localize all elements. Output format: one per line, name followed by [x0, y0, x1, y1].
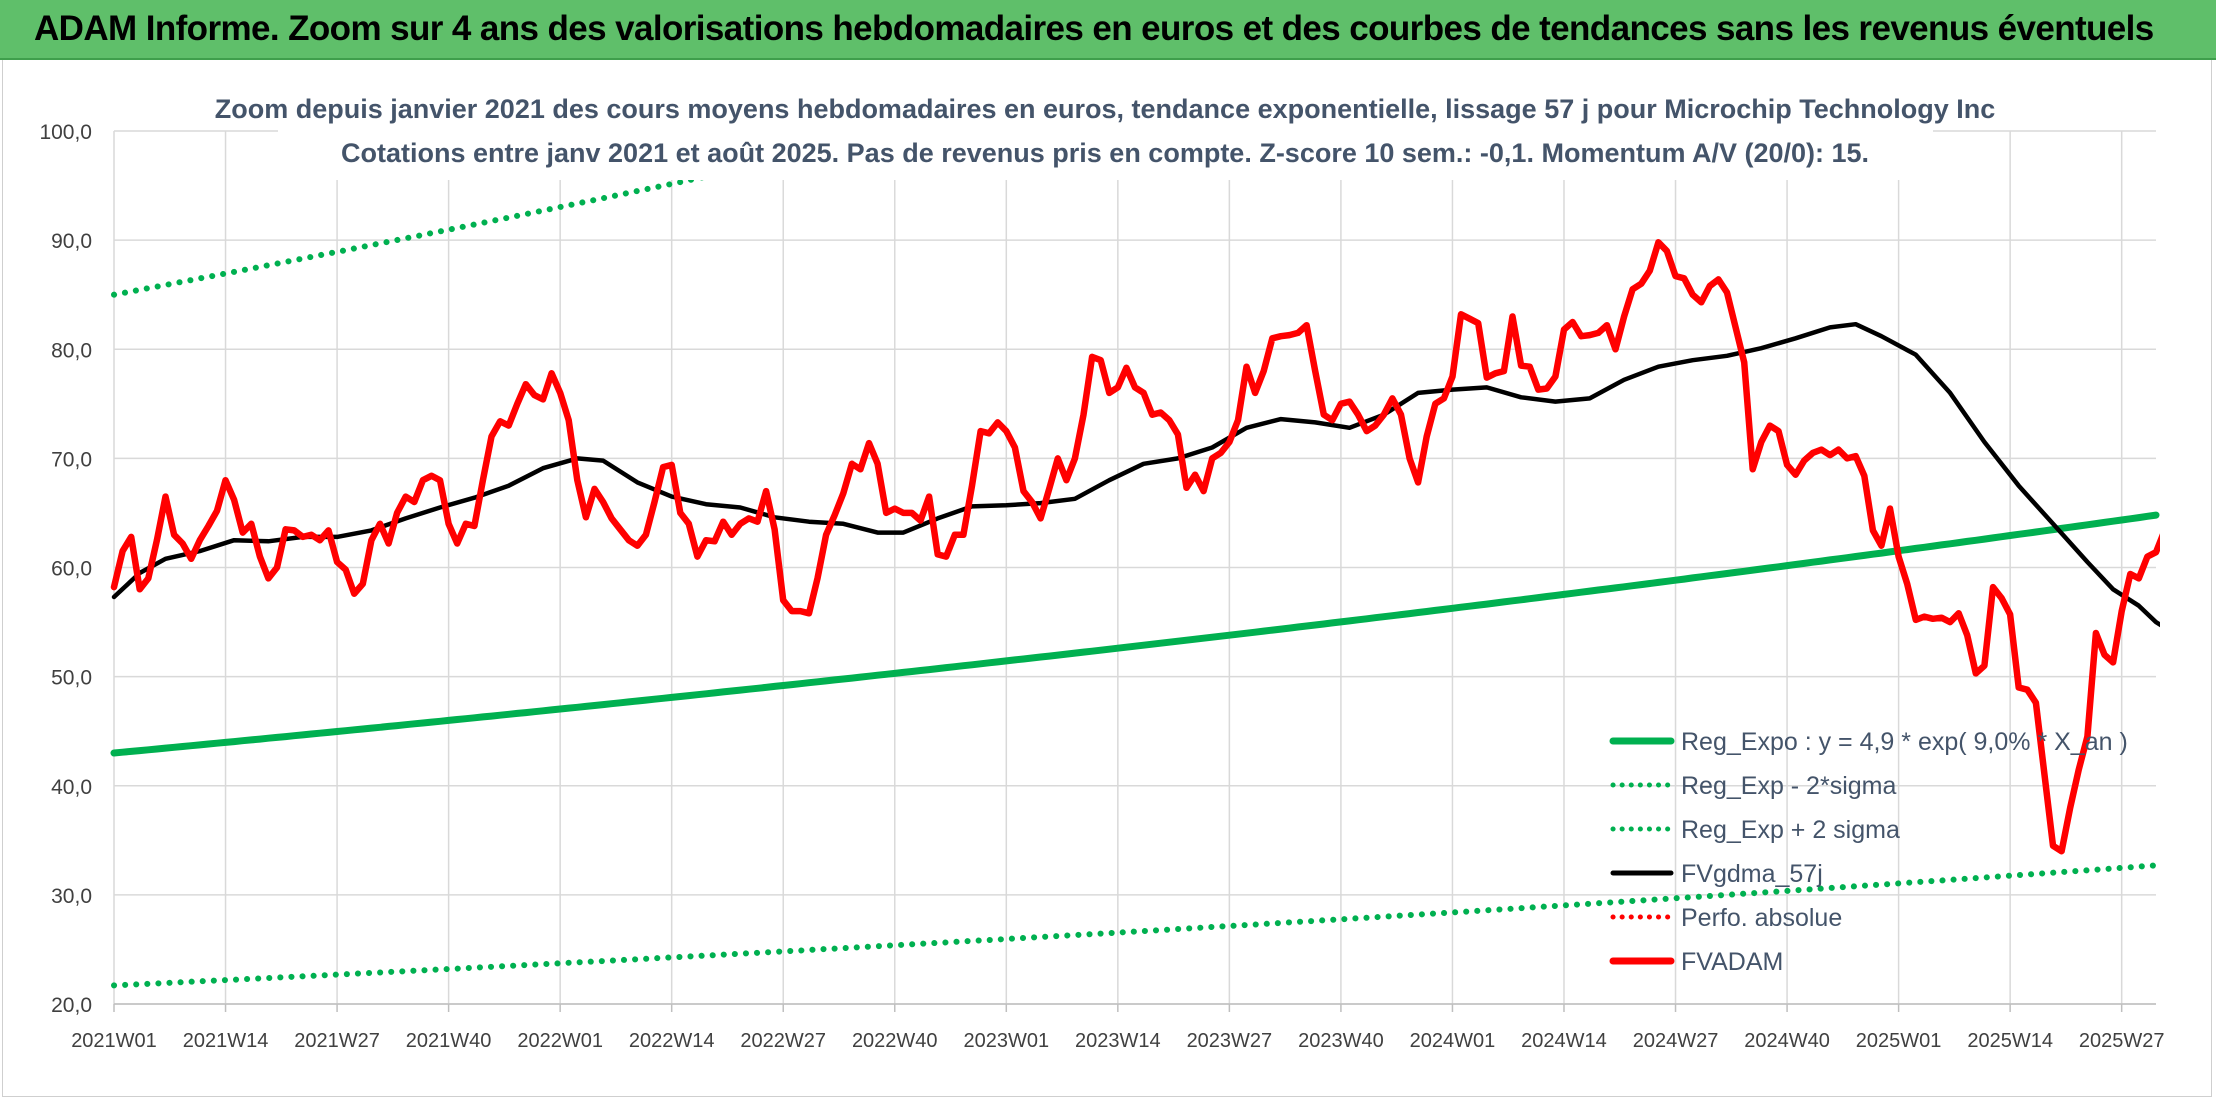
y-tick-label: 90,0 — [51, 230, 92, 253]
y-tick-label: 100,0 — [39, 121, 92, 144]
x-tick-label: 2021W40 — [406, 1030, 492, 1052]
fvgdma-57j-line — [111, 321, 2160, 628]
legend-label: FVADAM — [1681, 948, 1783, 976]
grid — [113, 130, 2156, 1005]
x-tick-label: 2022W14 — [629, 1030, 715, 1052]
page-title: ADAM Informe. Zoom sur 4 ans des valoris… — [34, 9, 2154, 48]
x-tick-label: 2024W27 — [1633, 1030, 1719, 1052]
legend: Reg_Expo : y = 4,9 * exp( 9,0% * X_an ) R… — [1609, 728, 2128, 976]
legend-item-fvgdma: FVgdma_57j — [1610, 860, 1823, 888]
legend-label: Reg_Exp - 2*sigma — [1681, 772, 1896, 800]
legend-label: Perfo. absolue — [1681, 904, 1842, 932]
legend-item-perfo-absolue: Perfo. absolue — [1610, 904, 1842, 932]
legend-label: Reg_Exp + 2 sigma — [1681, 816, 1900, 844]
chart-title: Zoom depuis janvier 2021 des cours moyen… — [215, 94, 1996, 124]
reg-exp-plus-2sigma-line — [111, 127, 949, 298]
x-tick-label: 2024W14 — [1521, 1030, 1607, 1052]
x-tick-label: 2022W40 — [852, 1030, 938, 1052]
legend-item-reg-expo: Reg_Expo : y = 4,9 * exp( 9,0% * X_an ) — [1609, 728, 2128, 756]
x-tick-label: 2023W14 — [1075, 1030, 1161, 1052]
x-tick-label: 2024W01 — [1410, 1030, 1496, 1052]
x-tick-label: 2021W27 — [294, 1030, 380, 1052]
x-axis: 2021W01 2021W14 2021W27 2021W40 2022W01 2022W… — [71, 1003, 2165, 1052]
title-background — [278, 84, 1933, 180]
series-layer — [110, 127, 2160, 989]
reg-expo-line — [110, 511, 2160, 757]
x-tick-label: 2025W27 — [2079, 1030, 2165, 1052]
legend-item-reg-exp-plus: Reg_Exp + 2 sigma — [1610, 816, 1900, 844]
y-axis: 20,0 30,0 40,0 50,0 60,0 70,0 80,0 90,0 100,0 — [39, 121, 92, 1017]
y-tick-label: 70,0 — [51, 448, 92, 471]
y-tick-label: 20,0 — [51, 994, 92, 1017]
x-tick-label: 2025W14 — [1967, 1030, 2053, 1052]
x-tick-label: 2022W27 — [740, 1030, 826, 1052]
fvadam-line — [110, 239, 2160, 855]
y-tick-label: 50,0 — [51, 667, 92, 690]
chart-subtitle: Cotations entre janv 2021 et août 2025. … — [341, 138, 1869, 168]
x-tick-label: 2023W01 — [963, 1030, 1049, 1052]
y-tick-label: 40,0 — [51, 776, 92, 799]
chart-title-block: Zoom depuis janvier 2021 des cours moyen… — [215, 84, 1996, 180]
x-tick-label: 2025W01 — [1856, 1030, 1942, 1052]
y-tick-label: 60,0 — [51, 558, 92, 581]
legend-item-fvadam: FVADAM — [1609, 948, 1783, 976]
y-tick-label: 30,0 — [51, 885, 92, 908]
chart-frame — [2, 60, 2212, 1097]
legend-label: Reg_Expo : y = 4,9 * exp( 9,0% * X_an ) — [1681, 728, 2128, 756]
x-tick-label: 2021W14 — [183, 1030, 269, 1052]
x-tick-label: 2024W40 — [1744, 1030, 1830, 1052]
x-tick-label: 2022W01 — [517, 1030, 603, 1052]
reg-exp-minus-2sigma-line — [111, 862, 2159, 989]
header-bar: ADAM Informe. Zoom sur 4 ans des valoris… — [0, 0, 2216, 60]
y-tick-label: 80,0 — [51, 339, 92, 362]
legend-item-reg-exp-minus: Reg_Exp - 2*sigma — [1610, 772, 1896, 800]
x-tick-label: 2023W27 — [1187, 1030, 1273, 1052]
x-tick-label: 2023W40 — [1298, 1030, 1384, 1052]
legend-label: FVgdma_57j — [1681, 860, 1823, 888]
x-tick-label: 2021W01 — [71, 1030, 157, 1052]
